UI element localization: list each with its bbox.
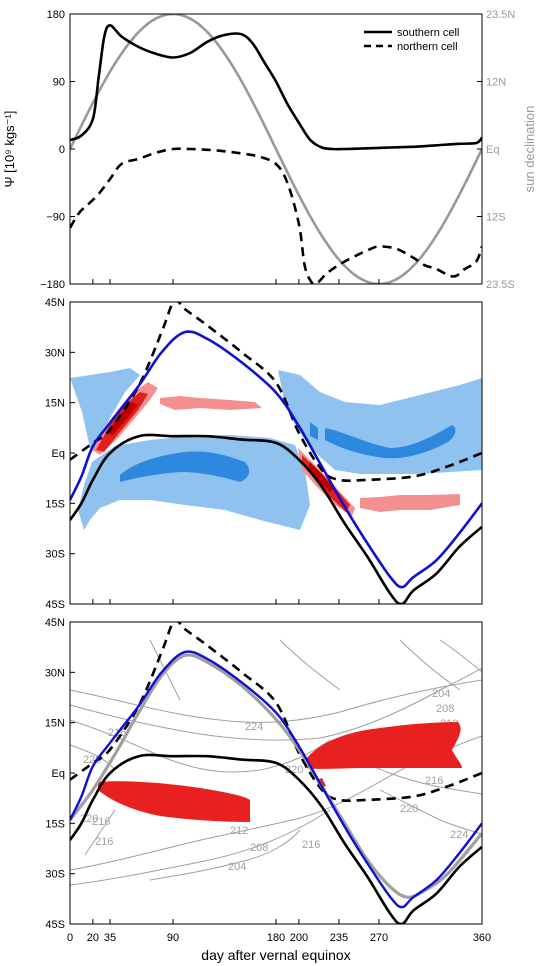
sun-declination-line	[70, 14, 482, 284]
red-region-right	[305, 722, 462, 769]
contour-label: 216	[92, 816, 110, 828]
contour-label: 212	[230, 825, 248, 837]
mid-blue-region-left	[120, 451, 250, 482]
light-blue-region-right	[278, 370, 482, 474]
x-tick-label: 235	[330, 932, 348, 944]
red-region-left	[98, 781, 250, 822]
contour-label: 216	[425, 775, 443, 787]
x-axis-label: day after vernal equinox	[201, 947, 350, 963]
panel-3-blue-line	[70, 650, 482, 909]
y-tick-label: 180	[47, 9, 65, 21]
y-tick-label: 0	[59, 144, 65, 156]
panel-1: 180 90 0 −90 −180 23.5N 12N Eq 12S 23.5S Ψ [10⁹ …	[2, 9, 537, 291]
panel-1-y-right-ticks: 23.5N 12N Eq 12S 23.5S	[477, 9, 515, 291]
contour-label: 204	[228, 861, 246, 873]
contour-label: 208	[250, 842, 268, 854]
panel-3-black-line	[70, 753, 482, 924]
panel-2-y-ticks: 45N 30N 15N Eq 15S 30S 45S	[45, 297, 75, 611]
y-tick-label: 30N	[45, 667, 65, 679]
y-tick-label: Eq	[486, 144, 499, 156]
y-tick-label: 30S	[45, 869, 65, 881]
x-tick-label: 180	[267, 932, 285, 944]
contour-label: 224	[450, 829, 468, 841]
panel-2: 45N 30N 15N Eq 15S 30S 45S	[45, 297, 483, 611]
x-ticks: 0 20 35 90 180 200 235 270 360	[67, 279, 491, 944]
panel-2-blue-line	[70, 330, 482, 589]
x-tick-label: 90	[167, 932, 179, 944]
southern-cell-line	[70, 23, 482, 151]
y-tick-label: 90	[53, 77, 65, 89]
y-tick-label: Eq	[52, 768, 65, 780]
light-blue-region-upper-left	[70, 368, 140, 448]
legend-northern-cell: northern cell	[397, 41, 458, 53]
y-tick-label: 23.5S	[486, 279, 515, 291]
panel-3-dashed-line	[70, 622, 482, 803]
y-tick-label: 30N	[45, 347, 65, 359]
y-tick-label: −180	[40, 279, 65, 291]
y-tick-label: 15N	[45, 718, 65, 730]
dark-red-region-upper	[108, 402, 138, 436]
y-tick-label: 45S	[45, 919, 65, 931]
dark-red-region-lower	[308, 462, 334, 492]
panel-1-y-ticks: 180 90 0 −90 −180	[40, 9, 75, 291]
contour-label: 220	[83, 754, 101, 766]
panel-1-ylabel: Ψ [10⁹ kgs⁻¹]	[2, 111, 17, 188]
x-tick-label: 270	[370, 932, 388, 944]
x-tick-label: 0	[67, 932, 73, 944]
contour-label: 220	[285, 764, 303, 776]
contour-label: 216	[95, 836, 113, 848]
panel-3-gray-line	[70, 653, 482, 899]
y-tick-label: 15S	[45, 498, 65, 510]
y-tick-label: 45N	[45, 297, 65, 309]
contour-label: 208	[436, 703, 454, 715]
y-tick-label: 12S	[486, 212, 506, 224]
contour-labels: 204 208 212 216 224 220 216 220 216 212 …	[80, 688, 468, 873]
y-tick-label: 30S	[45, 549, 65, 561]
y-tick-label: Eq	[52, 448, 65, 460]
y-tick-label: 45S	[45, 599, 65, 611]
y-tick-label: 23.5N	[486, 9, 515, 21]
contour-label: 216	[302, 839, 320, 851]
x-tick-label: 35	[104, 932, 116, 944]
legend-southern-cell: southern cell	[397, 27, 459, 39]
y-tick-label: 15S	[45, 818, 65, 830]
legend: southern cell northern cell	[364, 27, 459, 53]
x-tick-label: 200	[290, 932, 308, 944]
y-tick-label: 45N	[45, 617, 65, 629]
mid-blue-region-right	[310, 422, 456, 459]
contour-label: 224	[245, 721, 263, 733]
x-tick-label: 360	[473, 932, 491, 944]
y-tick-label: −90	[46, 212, 65, 224]
light-blue-region-lower-left	[78, 435, 310, 530]
panel-2-black-line	[70, 433, 482, 604]
contour-label: 204	[432, 688, 450, 700]
y-tick-label: 15N	[45, 398, 65, 410]
panel-3-y-ticks: 45N 30N 15N Eq 15S 30S 45S	[45, 617, 75, 931]
panel-1-ylabel-right: sun declination	[522, 106, 537, 193]
northern-cell-line	[70, 147, 482, 284]
x-tick-label: 20	[87, 932, 99, 944]
y-tick-label: 12N	[486, 77, 506, 89]
panel-3: 204 208 212 216 224 220 216 220 216 212 …	[45, 279, 491, 963]
panel-3-frame	[69, 621, 483, 925]
contour-label: 220	[400, 803, 418, 815]
